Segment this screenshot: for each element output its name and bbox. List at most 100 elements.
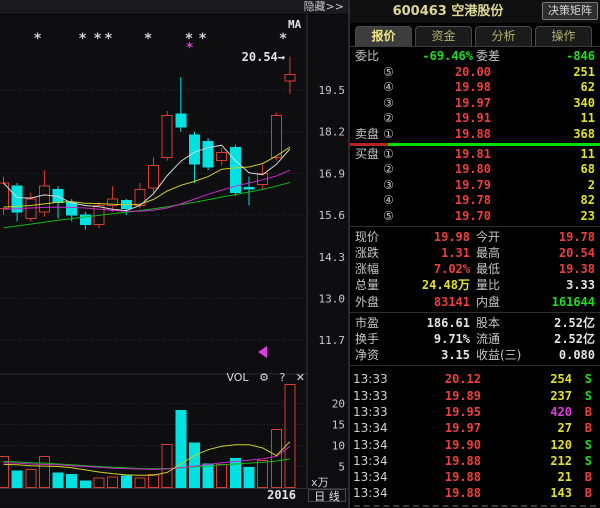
tick-price: 19.88 xyxy=(444,470,481,485)
level-badge: ② xyxy=(383,162,394,177)
stat-value: 24.48万 xyxy=(421,278,470,293)
tick-row: 13:34 19.90 120 S xyxy=(350,437,600,453)
info-row: 现价 19.98 今开 19.78 xyxy=(350,229,600,245)
high-price-annotation: 20.54→ xyxy=(242,50,285,64)
volume-indicator-label[interactable]: VOL xyxy=(226,371,249,384)
ask-row[interactable]: ⑤ 20.00 251 xyxy=(350,65,600,80)
level-volume: 11 xyxy=(580,111,595,126)
star-marker: * xyxy=(78,31,86,47)
volume-bars xyxy=(0,384,296,489)
price-ma-yellow xyxy=(3,146,291,208)
separator-green-line xyxy=(388,142,600,146)
stat-value: 2.52亿 xyxy=(554,332,595,347)
help-icon[interactable]: ? xyxy=(279,371,286,384)
volume-bar xyxy=(175,410,187,489)
stat-label: 内盘 xyxy=(476,294,501,309)
bid-row[interactable]: ② 19.80 68 xyxy=(350,162,600,177)
level-volume: 251 xyxy=(573,65,595,79)
volume-bar xyxy=(161,444,173,489)
tick-side: B xyxy=(584,470,592,485)
level-volume: 2 xyxy=(587,177,595,192)
tick-side: B xyxy=(584,421,592,436)
tab-analysis[interactable]: 分析 xyxy=(475,26,532,46)
tick-price: 19.90 xyxy=(444,437,481,452)
bid-row[interactable]: 买盘 ① 19.81 11 xyxy=(350,147,600,162)
bid-row[interactable]: ⑤ 19.70 23 xyxy=(350,209,600,224)
decision-matrix-button[interactable]: 决策矩阵 xyxy=(542,2,598,20)
side-label xyxy=(355,96,381,111)
stat-label: 最低 xyxy=(476,262,501,277)
stat-value: 186.61 xyxy=(426,315,470,330)
price-ma-green xyxy=(3,181,291,229)
tab-capital[interactable]: 资金 xyxy=(415,26,472,46)
weicha-value: -846 xyxy=(566,49,595,63)
star-marker: * xyxy=(93,31,101,47)
axis-tick-label: 20 xyxy=(332,398,345,411)
level-badge: ④ xyxy=(383,193,394,208)
stat-label: 最高 xyxy=(476,246,501,261)
ask-row[interactable]: ③ 19.97 340 xyxy=(350,96,600,111)
close-icon[interactable]: ✕ xyxy=(295,371,305,384)
star-marker: * xyxy=(104,31,112,47)
tab-bar: 报价 资金 分析 操作 xyxy=(350,23,600,47)
volume-bar xyxy=(107,476,119,488)
tick-volume: 143 xyxy=(550,486,572,501)
volume-bar xyxy=(148,473,160,489)
stat-value: 9.71% xyxy=(433,332,470,347)
tab-quote[interactable]: 报价 xyxy=(355,26,412,46)
stat-label: 量比 xyxy=(476,278,501,293)
candle-body xyxy=(79,214,91,226)
weibi-label: 委比 xyxy=(355,49,380,63)
tick-side: S xyxy=(584,372,592,387)
candle-body xyxy=(148,164,160,189)
fundamental-stats-section: 市盈 186.61 股本 2.52亿 换手 9.71% 流通 2.52亿 净资 3.15 收益(三)… xyxy=(350,315,600,364)
tab-operate[interactable]: 操作 xyxy=(535,26,592,46)
period-selector-button[interactable]: 日 线 xyxy=(308,489,346,503)
volume-bar xyxy=(38,455,50,489)
volume-toolbar: VOL ⚙ ? ✕ xyxy=(0,371,305,384)
level-price: 19.98 xyxy=(454,80,491,95)
ask-row[interactable]: ④ 19.98 62 xyxy=(350,80,600,95)
info-row: 外盘 83141 内盘 161644 xyxy=(350,294,600,310)
ask-row[interactable]: 卖盘 ① 19.88 368 xyxy=(350,127,600,142)
stat-label: 流通 xyxy=(476,332,501,347)
volume-bar xyxy=(66,473,78,489)
stat-value: 3.15 xyxy=(441,348,470,363)
candle-body xyxy=(11,185,23,213)
level-badge: ③ xyxy=(383,95,394,110)
stat-label: 市盈 xyxy=(355,315,380,330)
level-price: 19.78 xyxy=(454,193,491,208)
kline-chart[interactable]: 19.5 18.2 16.9 15.6 14.3 13.0 11.7 20 15 10 5 x万 MA *… xyxy=(0,0,348,508)
level-price: 19.81 xyxy=(454,146,491,161)
chart-bottom-bar: 2016 日 线 xyxy=(0,488,348,503)
level-volume: 23 xyxy=(580,208,595,223)
weicha-label: 委差 xyxy=(476,49,501,63)
axis-tick-label: 14.3 xyxy=(319,251,346,264)
bid-levels: 买盘 ① 19.81 11 ② 19.80 68 ③ 19.79 2 ④ 19.78 82 ⑤ 19.70 2… xyxy=(350,147,600,224)
tick-row: 13:33 19.95 420 B xyxy=(350,404,600,420)
quote-header: 600463 空港股份 决策矩阵 xyxy=(350,0,600,23)
level-badge: ⑤ xyxy=(383,65,394,79)
stat-label: 收益(三) xyxy=(476,348,522,363)
bid-row[interactable]: ③ 19.79 2 xyxy=(350,178,600,193)
volume-bar xyxy=(270,429,282,489)
chart-panel: 19.5 18.2 16.9 15.6 14.3 13.0 11.7 20 15 10 5 x万 MA *… xyxy=(0,0,348,508)
hide-button[interactable]: 隐藏>> xyxy=(303,0,344,13)
stat-label: 今开 xyxy=(476,229,501,244)
x-axis-year-label: 2016 xyxy=(267,488,296,502)
stat-value: 2.52亿 xyxy=(554,315,595,330)
side-label xyxy=(355,209,381,224)
candle-body xyxy=(284,74,296,82)
tick-side: B xyxy=(584,405,592,419)
level-badge: ① xyxy=(383,126,394,141)
info-row: 涨跌 1.31 最高 20.54 xyxy=(350,245,600,261)
bid-row[interactable]: ④ 19.78 82 xyxy=(350,193,600,208)
star-marker: * xyxy=(198,31,206,47)
side-label: 买盘 xyxy=(355,146,380,161)
candle-body xyxy=(107,198,119,206)
gear-icon[interactable]: ⚙ xyxy=(259,371,269,384)
ask-row[interactable]: ② 19.91 11 xyxy=(350,111,600,126)
volume-ma-yellow xyxy=(3,441,291,476)
tick-time: 13:34 xyxy=(353,470,388,485)
tick-volume: 27 xyxy=(557,421,572,436)
